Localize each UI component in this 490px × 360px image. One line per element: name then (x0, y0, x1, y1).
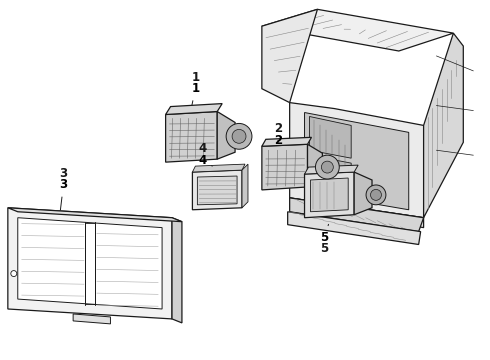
Polygon shape (172, 218, 182, 323)
Circle shape (366, 185, 386, 205)
Polygon shape (8, 208, 172, 319)
Polygon shape (18, 218, 162, 309)
Text: 5: 5 (320, 242, 328, 255)
Circle shape (370, 189, 381, 201)
Polygon shape (166, 112, 217, 162)
Polygon shape (311, 178, 348, 212)
Polygon shape (262, 9, 318, 103)
Polygon shape (262, 137, 312, 146)
Text: 3: 3 (59, 179, 68, 210)
Polygon shape (73, 314, 110, 324)
Polygon shape (290, 103, 424, 218)
Text: 4: 4 (198, 142, 206, 155)
Polygon shape (354, 172, 372, 215)
Polygon shape (197, 176, 237, 205)
Text: 2: 2 (274, 134, 282, 147)
Polygon shape (305, 165, 358, 174)
Polygon shape (217, 112, 235, 159)
Polygon shape (262, 9, 453, 51)
Polygon shape (310, 117, 351, 158)
Polygon shape (290, 198, 424, 231)
Circle shape (316, 155, 339, 179)
Circle shape (321, 161, 333, 173)
Polygon shape (193, 170, 242, 210)
Circle shape (226, 123, 252, 149)
Polygon shape (424, 33, 464, 218)
Circle shape (232, 129, 246, 143)
Text: 5: 5 (320, 224, 328, 244)
Text: 4: 4 (198, 154, 212, 167)
Text: 1: 1 (191, 71, 199, 84)
Polygon shape (166, 104, 222, 114)
Text: 1: 1 (191, 82, 199, 105)
Polygon shape (8, 208, 182, 222)
Polygon shape (310, 155, 351, 196)
Polygon shape (305, 113, 409, 210)
Polygon shape (242, 164, 248, 208)
Polygon shape (290, 198, 424, 228)
Text: 3: 3 (59, 167, 68, 180)
Polygon shape (262, 144, 308, 190)
Polygon shape (305, 172, 354, 218)
Polygon shape (193, 164, 245, 172)
Polygon shape (308, 144, 322, 187)
Polygon shape (288, 212, 420, 244)
Circle shape (11, 271, 17, 276)
Text: 2: 2 (274, 122, 282, 135)
